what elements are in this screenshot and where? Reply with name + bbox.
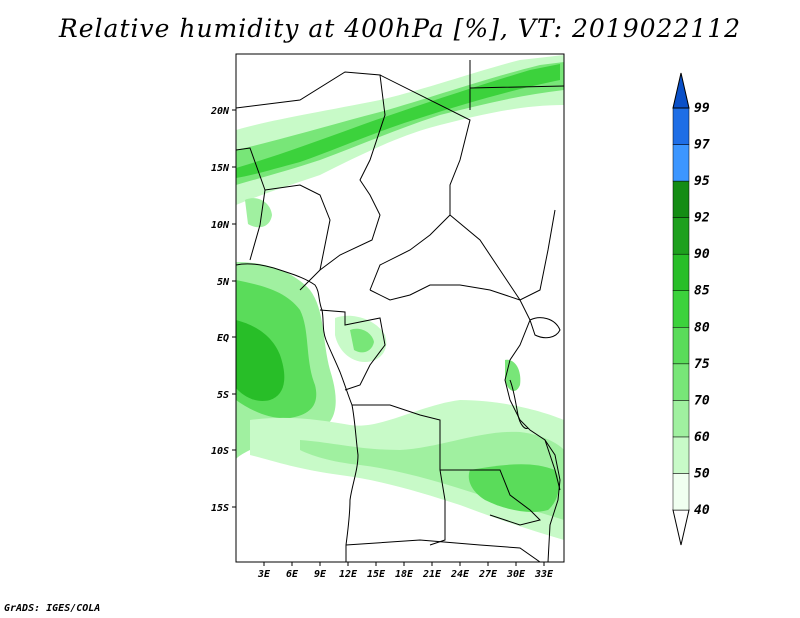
grads-credit: GrADS: IGES/COLA [4, 603, 101, 614]
map-frame [235, 53, 565, 563]
humidity-shading [236, 55, 564, 540]
colorbar-label: 97 [694, 138, 710, 153]
border-zambia [440, 469, 541, 526]
colorbar-segment [672, 107, 690, 145]
border-angola [352, 404, 446, 546]
lon-label-33e: 33E [534, 569, 554, 580]
colorbar-segment [672, 217, 690, 255]
humidity-central-patch-inner [350, 328, 374, 353]
border-sahara [236, 71, 386, 291]
colorbar-segment [672, 436, 690, 474]
lat-label-10s: 10S [211, 446, 229, 457]
lon-label-21e: 21E [422, 569, 442, 580]
border-mozambique [544, 439, 561, 562]
lon-label-18e: 18E [395, 569, 414, 580]
colorbar-segment [672, 363, 690, 401]
colorbar-segment [672, 473, 690, 511]
border-south [345, 539, 541, 562]
lake-tanganyika [509, 379, 529, 429]
lat-label-5s: 5S [217, 390, 229, 401]
colorbar-label: 95 [694, 174, 710, 189]
lon-label-15e: 15E [367, 569, 386, 580]
colorbar-segment [672, 327, 690, 365]
colorbar-label: 80 [694, 320, 710, 335]
colorbar-label: 70 [694, 393, 710, 408]
colorbar: 40 50 60 70 75 80 85 90 92 95 97 99 [672, 72, 710, 546]
colorbar-segment [672, 253, 690, 291]
colorbar-segment [672, 180, 690, 218]
colorbar-label: 50 [694, 466, 710, 481]
map-title: Relative humidity at 400hPa [%], VT: 201… [58, 14, 742, 43]
colorbar-label: 92 [694, 211, 710, 226]
colorbar-top-arrow [672, 72, 690, 109]
lon-label-6e: 6E [286, 569, 299, 580]
colorbar-segment [672, 290, 690, 328]
humidity-band-south-core [468, 464, 560, 512]
humidity-band-north-core [236, 64, 560, 178]
lake-victoria [529, 317, 561, 339]
humidity-north-patch [245, 198, 272, 228]
colorbar-bottom-arrow [672, 509, 690, 546]
colorbar-label: 99 [694, 101, 710, 116]
lon-label-24e: 24E [450, 569, 470, 580]
lon-axis: 3E 6E 9E 12E 15E 18E 21E 24E 27E 30E 33E [257, 562, 554, 580]
lon-label-30e: 30E [506, 569, 526, 580]
lat-label-15n: 15N [211, 163, 230, 174]
lon-label-3e: 3E [257, 569, 271, 580]
lat-label-eq: EQ [217, 333, 229, 344]
colorbar-label: 75 [694, 357, 710, 372]
border-gabon [319, 309, 386, 391]
colorbar-label: 90 [694, 247, 710, 262]
lon-label-9e: 9E [314, 569, 327, 580]
colorbar-segment [672, 400, 690, 438]
lat-label-15s: 15S [211, 503, 229, 514]
lat-label-20n: 20N [210, 106, 230, 117]
coastline-west-africa [236, 263, 359, 562]
country-borders [236, 60, 564, 562]
border-congo [369, 284, 561, 491]
border-nile [469, 60, 564, 110]
humidity-west-blob-core [236, 320, 285, 401]
lat-label-5n: 5N [217, 277, 230, 288]
colorbar-label: 60 [694, 430, 710, 445]
lon-label-12e: 12E [339, 569, 358, 580]
colorbar-label: 40 [694, 503, 710, 518]
lat-axis: 20N 15N 10N 5N EQ 5S 10S 15S [210, 106, 236, 514]
humidity-lake-patch [505, 359, 521, 392]
lat-label-10n: 10N [211, 220, 230, 231]
colorbar-label: 85 [694, 284, 710, 299]
lon-label-27e: 27E [478, 569, 498, 580]
border-east [449, 209, 556, 301]
colorbar-segment [672, 144, 690, 182]
border-nigeria [264, 184, 331, 271]
